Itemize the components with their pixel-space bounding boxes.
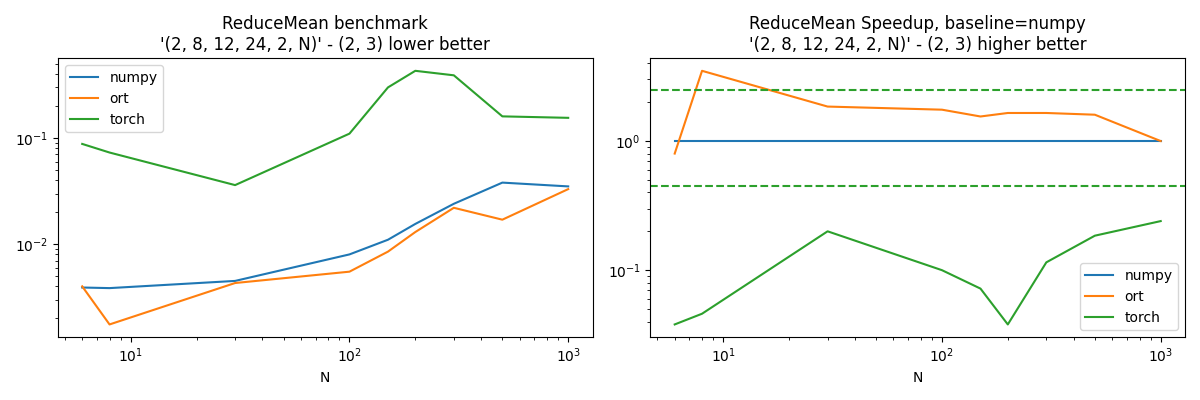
numpy (496, 180, 510, 185)
torch (1153, 219, 1168, 224)
numpy (380, 237, 395, 242)
numpy (102, 286, 116, 290)
numpy (1039, 139, 1054, 144)
torch (935, 268, 949, 272)
torch (408, 68, 422, 73)
torch (821, 229, 835, 234)
torch (695, 311, 709, 316)
torch (76, 142, 90, 146)
torch (973, 286, 988, 291)
numpy (1153, 139, 1168, 144)
ort (496, 217, 510, 222)
ort (562, 187, 576, 192)
ort (408, 230, 422, 234)
numpy (973, 139, 988, 144)
torch (228, 183, 242, 188)
ort (446, 205, 461, 210)
ort (973, 114, 988, 119)
X-axis label: N: N (320, 371, 330, 385)
ort (380, 249, 395, 254)
numpy (408, 222, 422, 226)
X-axis label: N: N (912, 371, 923, 385)
torch (1001, 322, 1015, 327)
Line: torch: torch (674, 221, 1160, 324)
Line: torch: torch (83, 71, 569, 185)
torch (380, 85, 395, 90)
Line: numpy: numpy (83, 183, 569, 288)
torch (496, 114, 510, 119)
torch (1039, 260, 1054, 265)
Line: ort: ort (83, 189, 569, 324)
Title: ReduceMean Speedup, baseline=numpy
'(2, 8, 12, 24, 2, N)' - (2, 3) higher better: ReduceMean Speedup, baseline=numpy '(2, … (749, 15, 1086, 54)
Legend: numpy, ort, torch: numpy, ort, torch (1080, 263, 1178, 330)
numpy (562, 184, 576, 189)
torch (667, 322, 682, 327)
Legend: numpy, ort, torch: numpy, ort, torch (65, 65, 163, 132)
numpy (228, 278, 242, 283)
numpy (1087, 139, 1102, 144)
ort (667, 151, 682, 156)
torch (446, 73, 461, 78)
ort (228, 281, 242, 286)
ort (695, 68, 709, 73)
numpy (1001, 139, 1015, 144)
numpy (446, 201, 461, 206)
torch (102, 150, 116, 155)
ort (1001, 110, 1015, 115)
ort (76, 284, 90, 289)
ort (821, 104, 835, 109)
torch (342, 131, 356, 136)
ort (102, 322, 116, 327)
ort (1153, 139, 1168, 144)
ort (342, 269, 356, 274)
numpy (695, 139, 709, 144)
numpy (821, 139, 835, 144)
numpy (342, 252, 356, 257)
numpy (667, 139, 682, 144)
numpy (935, 139, 949, 144)
ort (1039, 110, 1054, 115)
Line: ort: ort (674, 71, 1160, 154)
ort (935, 107, 949, 112)
Title: ReduceMean benchmark
'(2, 8, 12, 24, 2, N)' - (2, 3) lower better: ReduceMean benchmark '(2, 8, 12, 24, 2, … (161, 15, 490, 54)
torch (562, 116, 576, 120)
ort (1087, 112, 1102, 117)
torch (1087, 233, 1102, 238)
numpy (76, 285, 90, 290)
